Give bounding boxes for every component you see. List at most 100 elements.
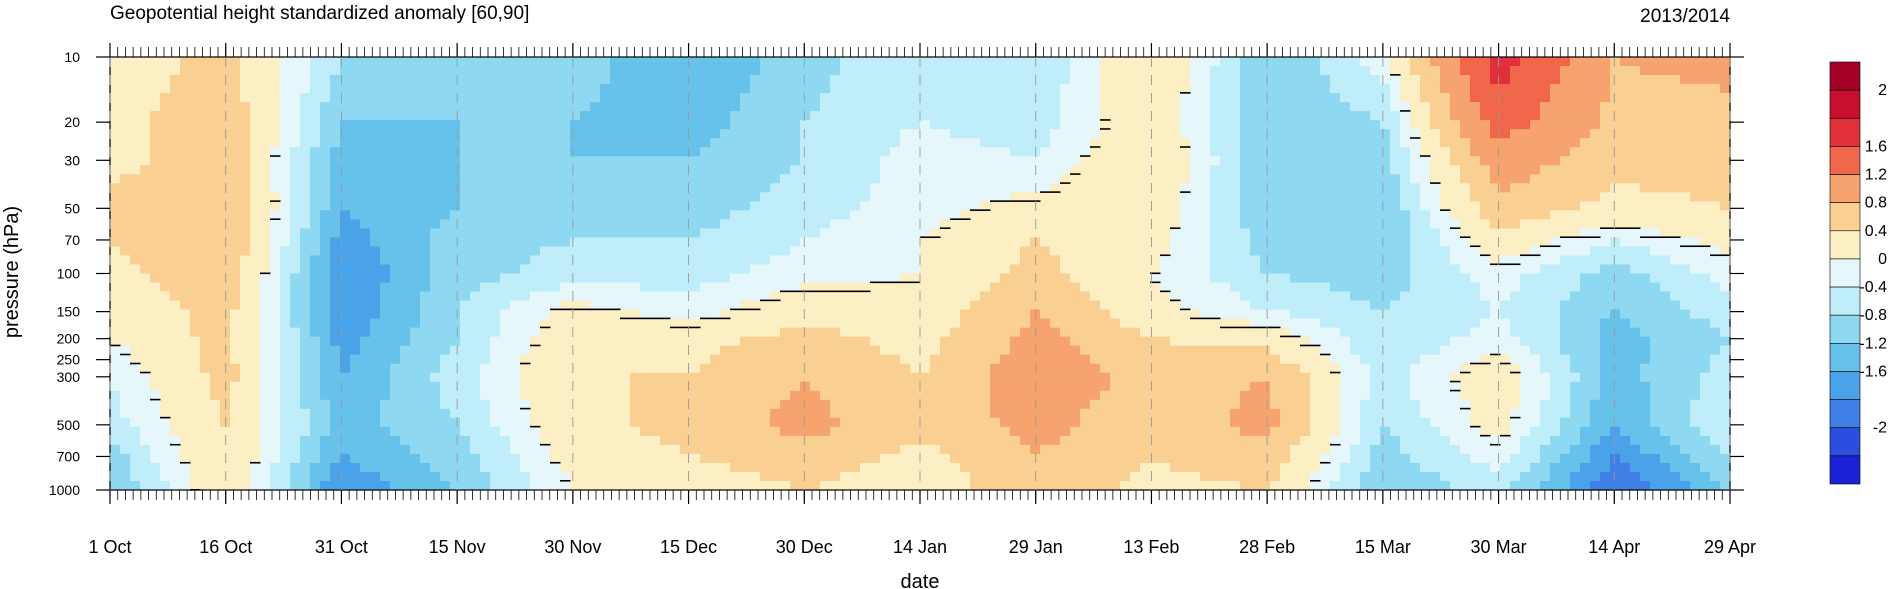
field-cell — [200, 300, 211, 311]
field-cell — [130, 237, 141, 248]
field-cell — [330, 471, 341, 482]
field-cell — [280, 282, 291, 293]
field-cell — [960, 246, 971, 257]
field-cell — [510, 84, 521, 94]
field-cell — [1110, 93, 1121, 103]
field-cell — [730, 282, 741, 293]
field-cell — [1130, 300, 1141, 311]
field-cell — [640, 210, 651, 220]
field-cell — [990, 480, 1001, 491]
field-cell — [400, 471, 411, 482]
field-cell — [660, 75, 671, 85]
field-cell — [610, 93, 621, 103]
field-cell — [310, 426, 321, 437]
field-cell — [200, 246, 211, 257]
field-cell — [380, 174, 391, 184]
field-cell — [350, 147, 361, 157]
field-cell — [1090, 174, 1101, 184]
field-cell — [780, 174, 791, 184]
field-cell — [250, 462, 261, 473]
field-cell — [120, 318, 131, 329]
field-cell — [480, 93, 491, 103]
field-cell — [610, 210, 621, 220]
field-cell — [470, 57, 481, 67]
field-cell — [1090, 435, 1101, 446]
field-cell — [530, 372, 541, 383]
field-cell — [190, 255, 201, 266]
field-cell — [140, 399, 151, 410]
field-cell — [1090, 210, 1101, 220]
field-cell — [960, 147, 971, 157]
field-cell — [220, 282, 231, 293]
field-cell — [740, 75, 751, 85]
field-cell — [540, 453, 551, 464]
field-cell — [850, 453, 861, 464]
field-cell — [560, 57, 571, 67]
field-cell — [340, 327, 351, 338]
field-cell — [820, 84, 831, 94]
field-cell — [380, 318, 391, 329]
field-cell — [550, 417, 561, 428]
field-cell — [330, 66, 341, 76]
field-cell — [160, 138, 171, 148]
field-cell — [1030, 390, 1041, 401]
field-cell — [390, 327, 401, 338]
field-cell — [410, 246, 421, 257]
field-cell — [610, 363, 621, 374]
field-cell — [260, 291, 271, 302]
field-cell — [310, 228, 321, 239]
field-cell — [510, 363, 521, 374]
field-cell — [790, 120, 801, 130]
field-cell — [360, 111, 371, 121]
field-cell — [130, 354, 141, 365]
field-cell — [860, 318, 871, 329]
field-cell — [1070, 219, 1081, 229]
field-cell — [510, 174, 521, 184]
field-cell — [320, 210, 331, 220]
field-cell — [620, 129, 631, 139]
field-cell — [370, 129, 381, 139]
field-cell — [170, 156, 181, 166]
field-cell — [670, 138, 681, 148]
field-cell — [310, 354, 321, 365]
field-cell — [300, 228, 311, 239]
field-cell — [390, 390, 401, 401]
field-cell — [370, 165, 381, 175]
field-cell — [1080, 363, 1091, 374]
field-cell — [810, 345, 821, 356]
field-cell — [480, 453, 491, 464]
field-cell — [710, 183, 721, 193]
field-cell — [870, 444, 881, 455]
field-cell — [950, 336, 961, 347]
field-cell — [320, 66, 331, 76]
field-cell — [460, 102, 471, 112]
field-cell — [350, 111, 361, 121]
field-cell — [440, 381, 451, 392]
field-cell — [1120, 462, 1131, 473]
field-cell — [160, 102, 171, 112]
field-cell — [120, 444, 131, 455]
field-cell — [980, 354, 991, 365]
field-cell — [840, 93, 851, 103]
field-cell — [1110, 390, 1121, 401]
field-cell — [840, 426, 851, 437]
field-cell — [800, 327, 811, 338]
field-cell — [890, 363, 901, 374]
field-cell — [680, 138, 691, 148]
field-cell — [130, 174, 141, 184]
field-cell — [110, 282, 121, 293]
field-cell — [470, 147, 481, 157]
field-cell — [430, 183, 441, 193]
field-cell — [150, 183, 161, 193]
field-cell — [1140, 129, 1151, 139]
field-cell — [990, 219, 1001, 229]
field-cell — [230, 264, 241, 275]
field-cell — [810, 309, 821, 320]
field-cell — [970, 165, 981, 175]
field-cell — [210, 327, 221, 338]
field-cell — [1120, 300, 1131, 311]
field-cell — [220, 390, 231, 401]
field-cell — [760, 408, 771, 419]
field-cell — [730, 381, 741, 392]
field-cell — [750, 273, 761, 284]
